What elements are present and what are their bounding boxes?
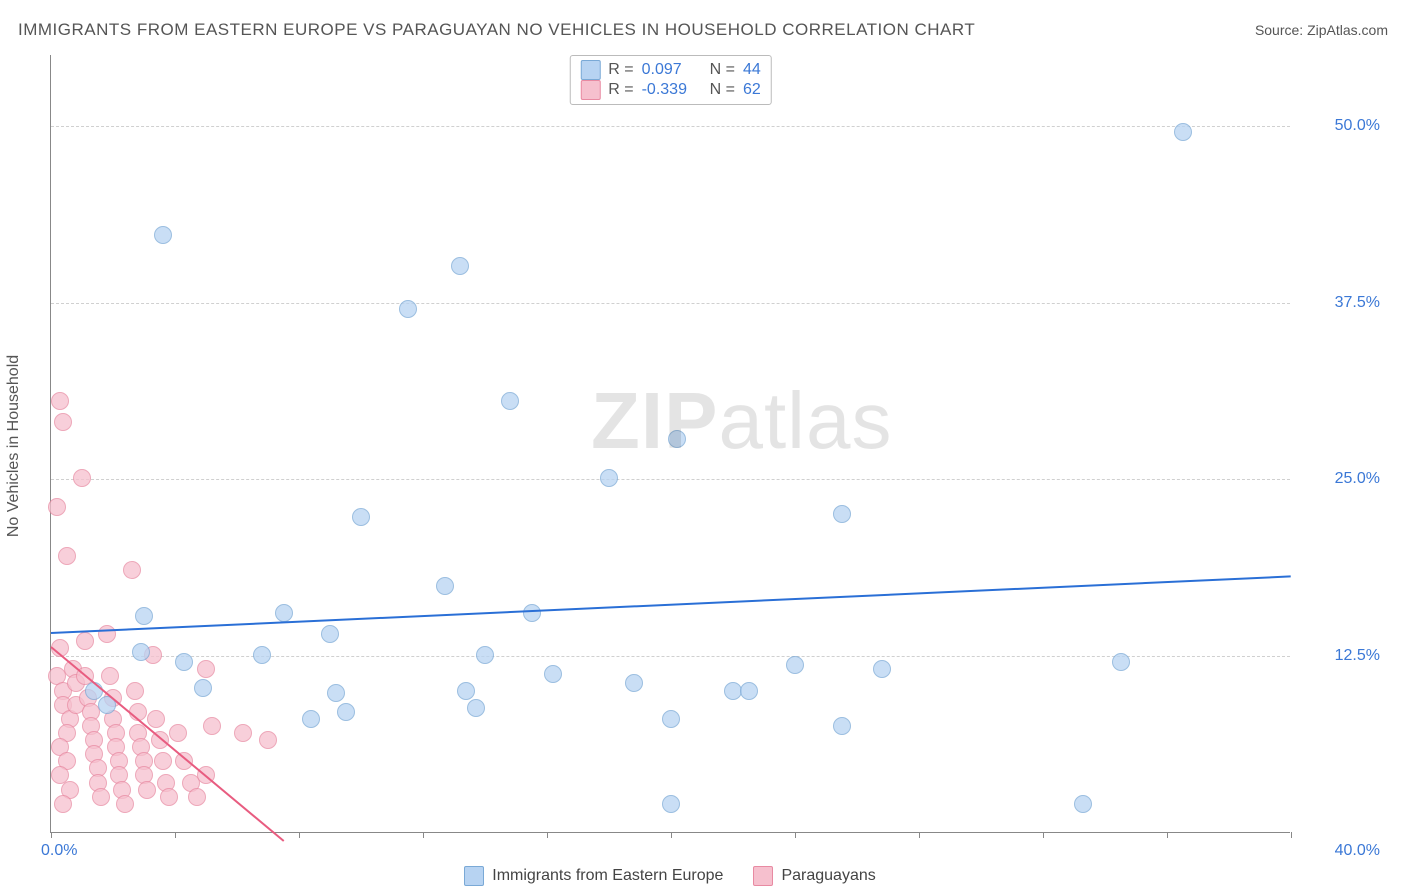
legend-item: Paraguayans <box>753 866 875 886</box>
legend-label: Paraguayans <box>781 867 875 885</box>
point-eastern-europe <box>740 682 758 700</box>
y-tick-label: 12.5% <box>1300 647 1380 665</box>
point-eastern-europe <box>194 679 212 697</box>
point-eastern-europe <box>786 656 804 674</box>
point-paraguayans <box>54 413 72 431</box>
point-paraguayans <box>126 682 144 700</box>
gridline <box>51 126 1290 127</box>
point-eastern-europe <box>625 674 643 692</box>
point-eastern-europe <box>833 717 851 735</box>
point-paraguayans <box>169 724 187 742</box>
point-paraguayans <box>54 795 72 813</box>
point-eastern-europe <box>523 604 541 622</box>
point-paraguayans <box>154 752 172 770</box>
point-paraguayans <box>197 660 215 678</box>
point-eastern-europe <box>436 577 454 595</box>
x-tick <box>423 832 424 838</box>
point-eastern-europe <box>352 508 370 526</box>
x-tick <box>1043 832 1044 838</box>
point-eastern-europe <box>668 430 686 448</box>
point-paraguayans <box>234 724 252 742</box>
point-paraguayans <box>98 625 116 643</box>
x-axis-max-label: 40.0% <box>1300 842 1380 860</box>
legend-swatch <box>464 866 484 886</box>
point-paraguayans <box>48 498 66 516</box>
point-eastern-europe <box>321 625 339 643</box>
point-eastern-europe <box>1174 123 1192 141</box>
point-eastern-europe <box>132 643 150 661</box>
legend-bottom: Immigrants from Eastern Europe Paraguayan… <box>50 866 1290 886</box>
point-eastern-europe <box>662 710 680 728</box>
point-paraguayans <box>123 561 141 579</box>
point-eastern-europe <box>253 646 271 664</box>
x-tick <box>671 832 672 838</box>
point-eastern-europe <box>501 392 519 410</box>
point-eastern-europe <box>467 699 485 717</box>
point-paraguayans <box>188 788 206 806</box>
y-axis-title: No Vehicles in Household <box>5 355 23 537</box>
x-tick <box>175 832 176 838</box>
point-eastern-europe <box>451 257 469 275</box>
x-tick <box>919 832 920 838</box>
point-paraguayans <box>147 710 165 728</box>
point-eastern-europe <box>135 607 153 625</box>
y-tick-label: 50.0% <box>1300 117 1380 135</box>
point-eastern-europe <box>175 653 193 671</box>
point-paraguayans <box>51 392 69 410</box>
legend-item: Immigrants from Eastern Europe <box>464 866 723 886</box>
x-tick <box>795 832 796 838</box>
legend-stats-row: R =-0.339N =62 <box>580 80 760 100</box>
legend-label: Immigrants from Eastern Europe <box>492 867 723 885</box>
point-eastern-europe <box>399 300 417 318</box>
point-eastern-europe <box>275 604 293 622</box>
legend-stats-box: R =0.097N =44R =-0.339N =62 <box>569 55 771 105</box>
source-label: Source: ZipAtlas.com <box>1255 22 1388 38</box>
point-paraguayans <box>259 731 277 749</box>
gridline <box>51 479 1290 480</box>
point-eastern-europe <box>873 660 891 678</box>
legend-swatch <box>753 866 773 886</box>
point-eastern-europe <box>600 469 618 487</box>
x-tick <box>299 832 300 838</box>
point-eastern-europe <box>457 682 475 700</box>
point-paraguayans <box>58 547 76 565</box>
point-paraguayans <box>203 717 221 735</box>
point-paraguayans <box>76 632 94 650</box>
point-eastern-europe <box>833 505 851 523</box>
legend-swatch <box>580 60 600 80</box>
y-tick-label: 25.0% <box>1300 470 1380 488</box>
point-eastern-europe <box>544 665 562 683</box>
watermark: ZIPatlas <box>591 375 892 467</box>
point-paraguayans <box>160 788 178 806</box>
x-tick <box>51 832 52 838</box>
gridline <box>51 656 1290 657</box>
point-eastern-europe <box>476 646 494 664</box>
y-tick-label: 37.5% <box>1300 294 1380 312</box>
legend-stats-row: R =0.097N =44 <box>580 60 760 80</box>
x-axis-min-label: 0.0% <box>41 842 77 860</box>
point-paraguayans <box>101 667 119 685</box>
point-eastern-europe <box>1112 653 1130 671</box>
x-tick <box>547 832 548 838</box>
gridline <box>51 303 1290 304</box>
point-paraguayans <box>92 788 110 806</box>
point-eastern-europe <box>662 795 680 813</box>
x-tick <box>1167 832 1168 838</box>
chart-title: IMMIGRANTS FROM EASTERN EUROPE VS PARAGU… <box>18 20 975 40</box>
plot-area: R =0.097N =44R =-0.339N =62 ZIPatlas 0.0… <box>50 55 1290 833</box>
point-paraguayans <box>138 781 156 799</box>
point-eastern-europe <box>154 226 172 244</box>
point-paraguayans <box>116 795 134 813</box>
point-eastern-europe <box>327 684 345 702</box>
x-tick <box>1291 832 1292 838</box>
point-eastern-europe <box>337 703 355 721</box>
point-eastern-europe <box>302 710 320 728</box>
legend-swatch <box>580 80 600 100</box>
point-paraguayans <box>73 469 91 487</box>
point-eastern-europe <box>1074 795 1092 813</box>
trendline-eastern-europe <box>51 576 1291 635</box>
